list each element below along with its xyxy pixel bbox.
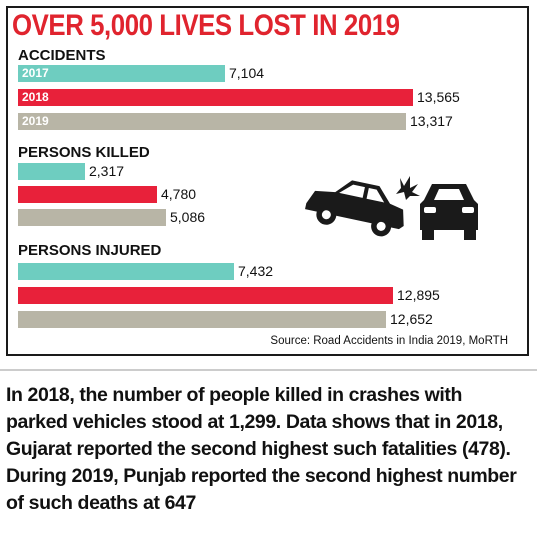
source-note: Source: Road Accidents in India 2019, Mo… (270, 335, 508, 347)
bar (18, 311, 386, 328)
bar-value-label: 5,086 (170, 209, 206, 225)
caption-text: In 2018, the number of people killed in … (6, 384, 517, 514)
bar-value-label: 2,317 (89, 163, 125, 179)
car-crash-icon (305, 176, 478, 240)
bar-value-label: 12,895 (397, 287, 440, 303)
bar-year-label: 2019 (22, 114, 49, 128)
bar (18, 186, 157, 203)
group-label: PERSONS KILLED (18, 144, 150, 161)
group-label: ACCIDENTS (18, 47, 106, 64)
divider (0, 369, 537, 371)
bar (18, 209, 166, 226)
bar: 2019 (18, 113, 406, 130)
bar-year-label: 2017 (22, 66, 49, 80)
bar-year-label: 2018 (22, 90, 49, 104)
bar: 2018 (18, 89, 413, 106)
chart-title: OVER 5,000 LIVES LOST IN 2019 (12, 9, 400, 42)
bar-value-label: 13,317 (410, 113, 453, 129)
bar: 2017 (18, 65, 225, 82)
bar-value-label: 7,104 (229, 65, 265, 81)
bar-value-label: 7,432 (238, 263, 274, 279)
bar-value-label: 12,652 (390, 311, 433, 327)
group-label: PERSONS INJURED (18, 242, 162, 259)
bar (18, 263, 234, 280)
bar-value-label: 4,780 (161, 186, 197, 202)
bar (18, 163, 85, 180)
bar (18, 287, 393, 304)
bar-value-label: 13,565 (417, 89, 460, 105)
